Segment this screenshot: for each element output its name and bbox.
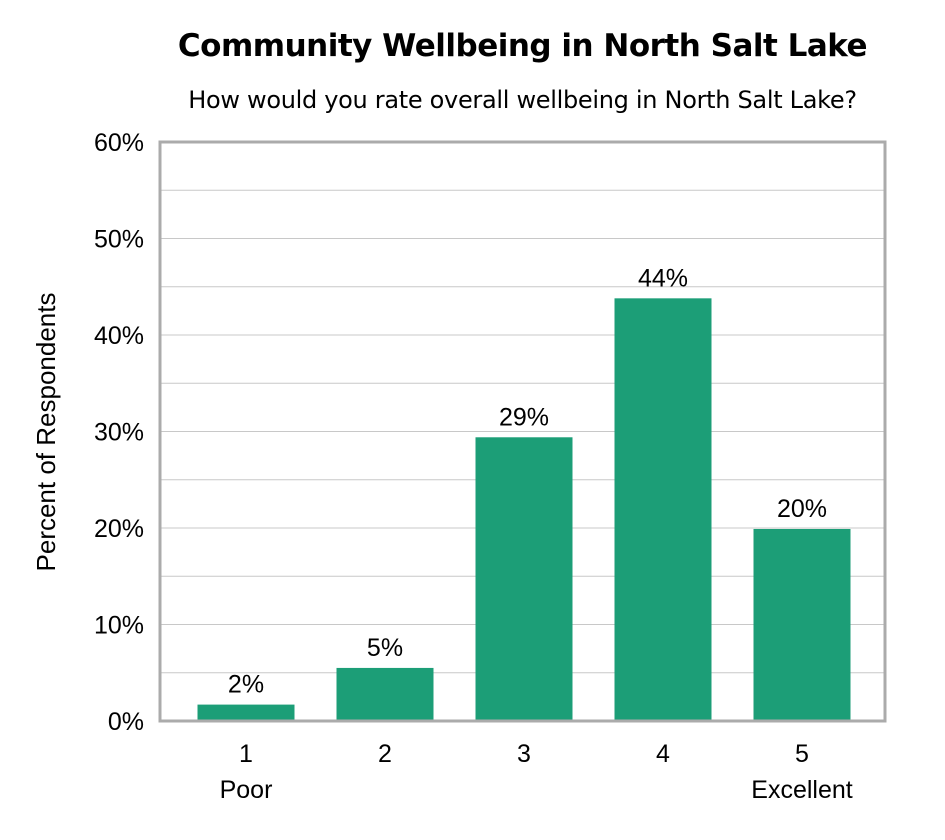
x-tick-sublabel: Poor [220, 776, 273, 804]
bar [197, 704, 295, 721]
bar [336, 667, 434, 721]
y-tick-label: 0% [108, 708, 144, 736]
y-tick-label: 10% [94, 612, 144, 640]
bar [753, 528, 851, 721]
data-label: 5% [367, 634, 403, 662]
y-tick-label: 30% [94, 419, 144, 447]
x-tick-label: 1 [239, 740, 253, 768]
data-label: 44% [638, 264, 688, 292]
y-tick-label: 40% [94, 322, 144, 350]
x-tick-label: 3 [517, 740, 531, 768]
y-tick-label: 60% [94, 129, 144, 157]
y-tick-label: 20% [94, 515, 144, 543]
data-label: 2% [228, 671, 264, 699]
chart-title: Community Wellbeing in North Salt Lake [177, 28, 868, 64]
chart-subtitle: How would you rate overall wellbeing in … [188, 86, 857, 114]
plot-border [158, 140, 887, 723]
x-tick-label: 4 [656, 740, 670, 768]
y-axis-label: Percent of Respondents [31, 293, 61, 572]
x-tick-sublabel: Excellent [751, 776, 852, 804]
bar [614, 298, 712, 721]
data-label: 29% [499, 403, 549, 431]
y-tick-label: 50% [94, 226, 144, 254]
x-tick-label: 2 [378, 740, 392, 768]
x-tick-label: 5 [795, 740, 809, 768]
bar [475, 437, 573, 721]
data-label: 20% [777, 495, 827, 523]
